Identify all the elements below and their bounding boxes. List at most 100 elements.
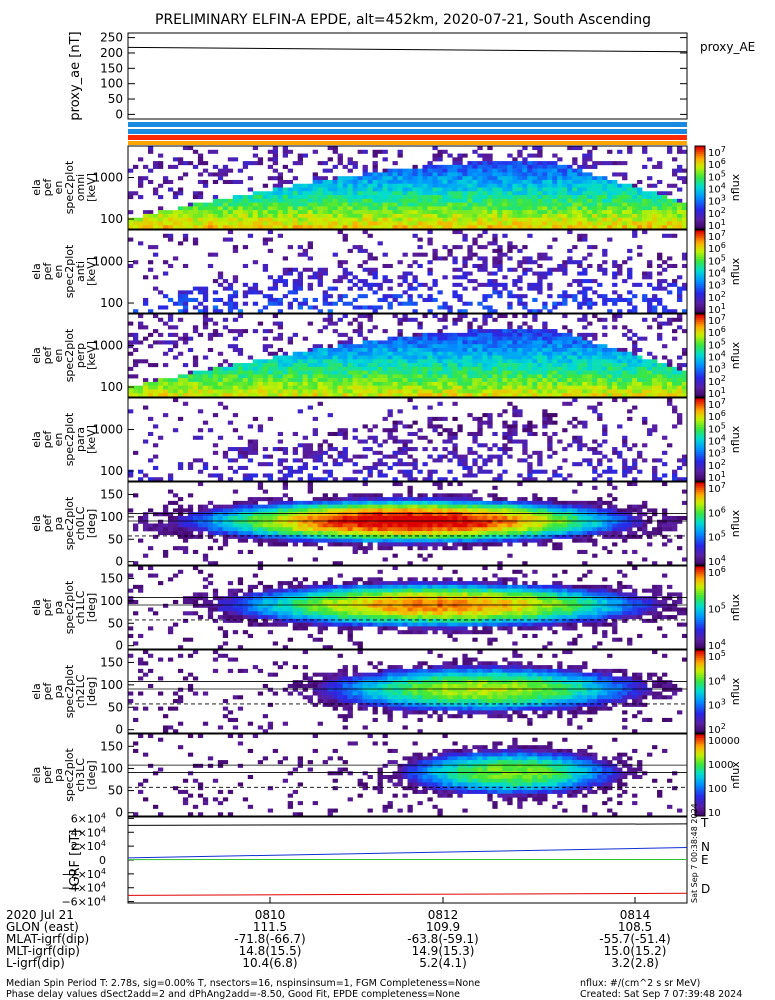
spectrogram-cell (672, 206, 678, 211)
spectrogram-cell (252, 206, 259, 211)
spectrogram-cell (647, 176, 653, 181)
spectrogram-ylabel-line: spec2plot (63, 412, 76, 466)
spectrogram-cell (502, 233, 508, 238)
spectrogram-cell (547, 381, 553, 386)
spectrogram-cell (487, 340, 493, 345)
spectrogram-cell (322, 267, 328, 272)
spectrogram-cell (297, 157, 303, 162)
spectrogram-cell (637, 366, 643, 371)
spectrogram-cell (652, 465, 658, 470)
status-bars (128, 122, 687, 145)
spectrogram-cell (472, 385, 478, 390)
spectrogram-cell (128, 389, 134, 394)
spectrogram-cell (612, 191, 618, 196)
spectrogram-cell (417, 176, 423, 181)
spectrogram-cell (347, 344, 353, 349)
spectrogram-cell (517, 366, 523, 371)
spectrogram-cell (232, 225, 239, 230)
spectrogram-cell (422, 477, 428, 482)
spectrogram-cell (652, 359, 658, 364)
spectrogram-cell (587, 245, 593, 250)
spectrogram-cell (532, 187, 538, 192)
spectrogram-cell (592, 469, 598, 474)
spectrogram-cell (342, 454, 348, 459)
spectrogram-cell (317, 366, 323, 371)
spectrogram-cell (357, 198, 363, 203)
spectrogram-cell (677, 206, 683, 211)
spectrogram-cell (597, 202, 603, 207)
spectrogram-cell (292, 279, 298, 284)
spectrogram-cell (287, 336, 293, 341)
spectrogram-cell (597, 385, 603, 390)
spectrogram-cell (442, 245, 448, 250)
spectrogram-cell (532, 260, 538, 265)
spectrogram-cell (487, 385, 493, 390)
spectrogram-cell (397, 347, 403, 353)
spectrogram-cell (352, 378, 358, 383)
spectrogram-cell (457, 454, 463, 459)
spectrogram-cell (282, 385, 289, 390)
spectrogram-cell (432, 221, 438, 226)
spectrogram-cell (512, 389, 518, 394)
spectrogram-cell (397, 340, 403, 345)
spectrogram-cell (397, 191, 403, 196)
spectrogram-cell (277, 366, 284, 371)
spectrogram-cell (622, 473, 628, 478)
spectrogram-cell (182, 546, 189, 551)
spectrogram-cell (417, 195, 423, 200)
spectrogram-cell (357, 187, 363, 192)
spectrogram-cell (377, 198, 383, 203)
spectrogram-cell (587, 393, 593, 398)
spectrogram-cell (332, 279, 338, 284)
spectrogram-cell (487, 195, 493, 200)
spectrogram-cell (527, 256, 533, 261)
spectrogram-cell (177, 336, 184, 341)
spectrogram-cell (402, 370, 408, 375)
spectrogram-cell (167, 317, 174, 322)
spectrogram-cell (432, 458, 438, 463)
spectrogram-cell (277, 385, 284, 390)
spectrogram-cell (637, 450, 643, 455)
spectrogram-cell (157, 512, 164, 517)
spectrogram-cell (182, 508, 189, 513)
spectrogram-cell (682, 256, 688, 261)
colorbar-tick-label: 102 (708, 458, 726, 472)
spectrogram-cell (407, 378, 413, 383)
spectrogram-cell (337, 225, 343, 230)
spectrogram-cell (277, 221, 284, 226)
spectrogram-cell (507, 325, 513, 330)
spectrogram-cell (572, 363, 578, 368)
spectrogram-cell (372, 363, 378, 368)
spectrogram-cell (262, 473, 269, 478)
spectrogram-cell (407, 183, 413, 188)
spectrogram-cell (352, 359, 358, 364)
spectrogram-cell (497, 389, 503, 394)
spectrogram-cell (402, 275, 408, 280)
spectrogram-cell (232, 290, 239, 295)
spectrogram-cell (612, 161, 618, 166)
spectrogram-cell (607, 477, 613, 482)
spectrogram-cell (232, 301, 239, 306)
spectrogram-cell (662, 450, 668, 455)
spectrogram-cell (482, 172, 488, 177)
spectrogram-cell (557, 176, 563, 181)
spectrogram-cell (597, 344, 603, 349)
spectrogram-cell (157, 210, 164, 215)
spectrogram-cell (457, 282, 463, 287)
spectrogram-cell (162, 305, 169, 310)
spectrogram-cell (232, 294, 239, 299)
spectrogram-cell (292, 206, 298, 211)
spectrogram-cell (622, 260, 628, 265)
spectrogram-cell (627, 409, 633, 414)
spectrogram-cell (597, 462, 603, 467)
spectrogram-cell (482, 176, 488, 181)
spectrogram-cell (682, 477, 688, 482)
spectrogram-cell (177, 301, 184, 306)
spectrogram-cell (607, 355, 613, 360)
spectrogram-cell (492, 282, 498, 287)
spectrogram-cell (442, 477, 448, 482)
spectrogram-cell (382, 347, 388, 353)
spectrogram-cell (427, 393, 433, 398)
spectrogram-cell (347, 210, 353, 215)
